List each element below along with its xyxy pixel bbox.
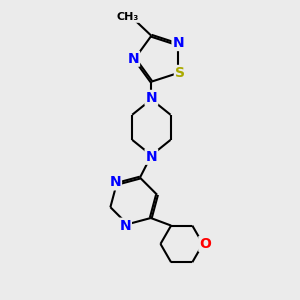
Text: N: N — [119, 219, 131, 233]
Text: CH₃: CH₃ — [117, 12, 139, 22]
Text: N: N — [172, 36, 184, 50]
Text: O: O — [199, 237, 211, 251]
Text: N: N — [128, 52, 139, 66]
Text: S: S — [175, 66, 185, 80]
Text: N: N — [109, 176, 121, 189]
Text: N: N — [146, 150, 157, 164]
Text: N: N — [146, 91, 157, 105]
